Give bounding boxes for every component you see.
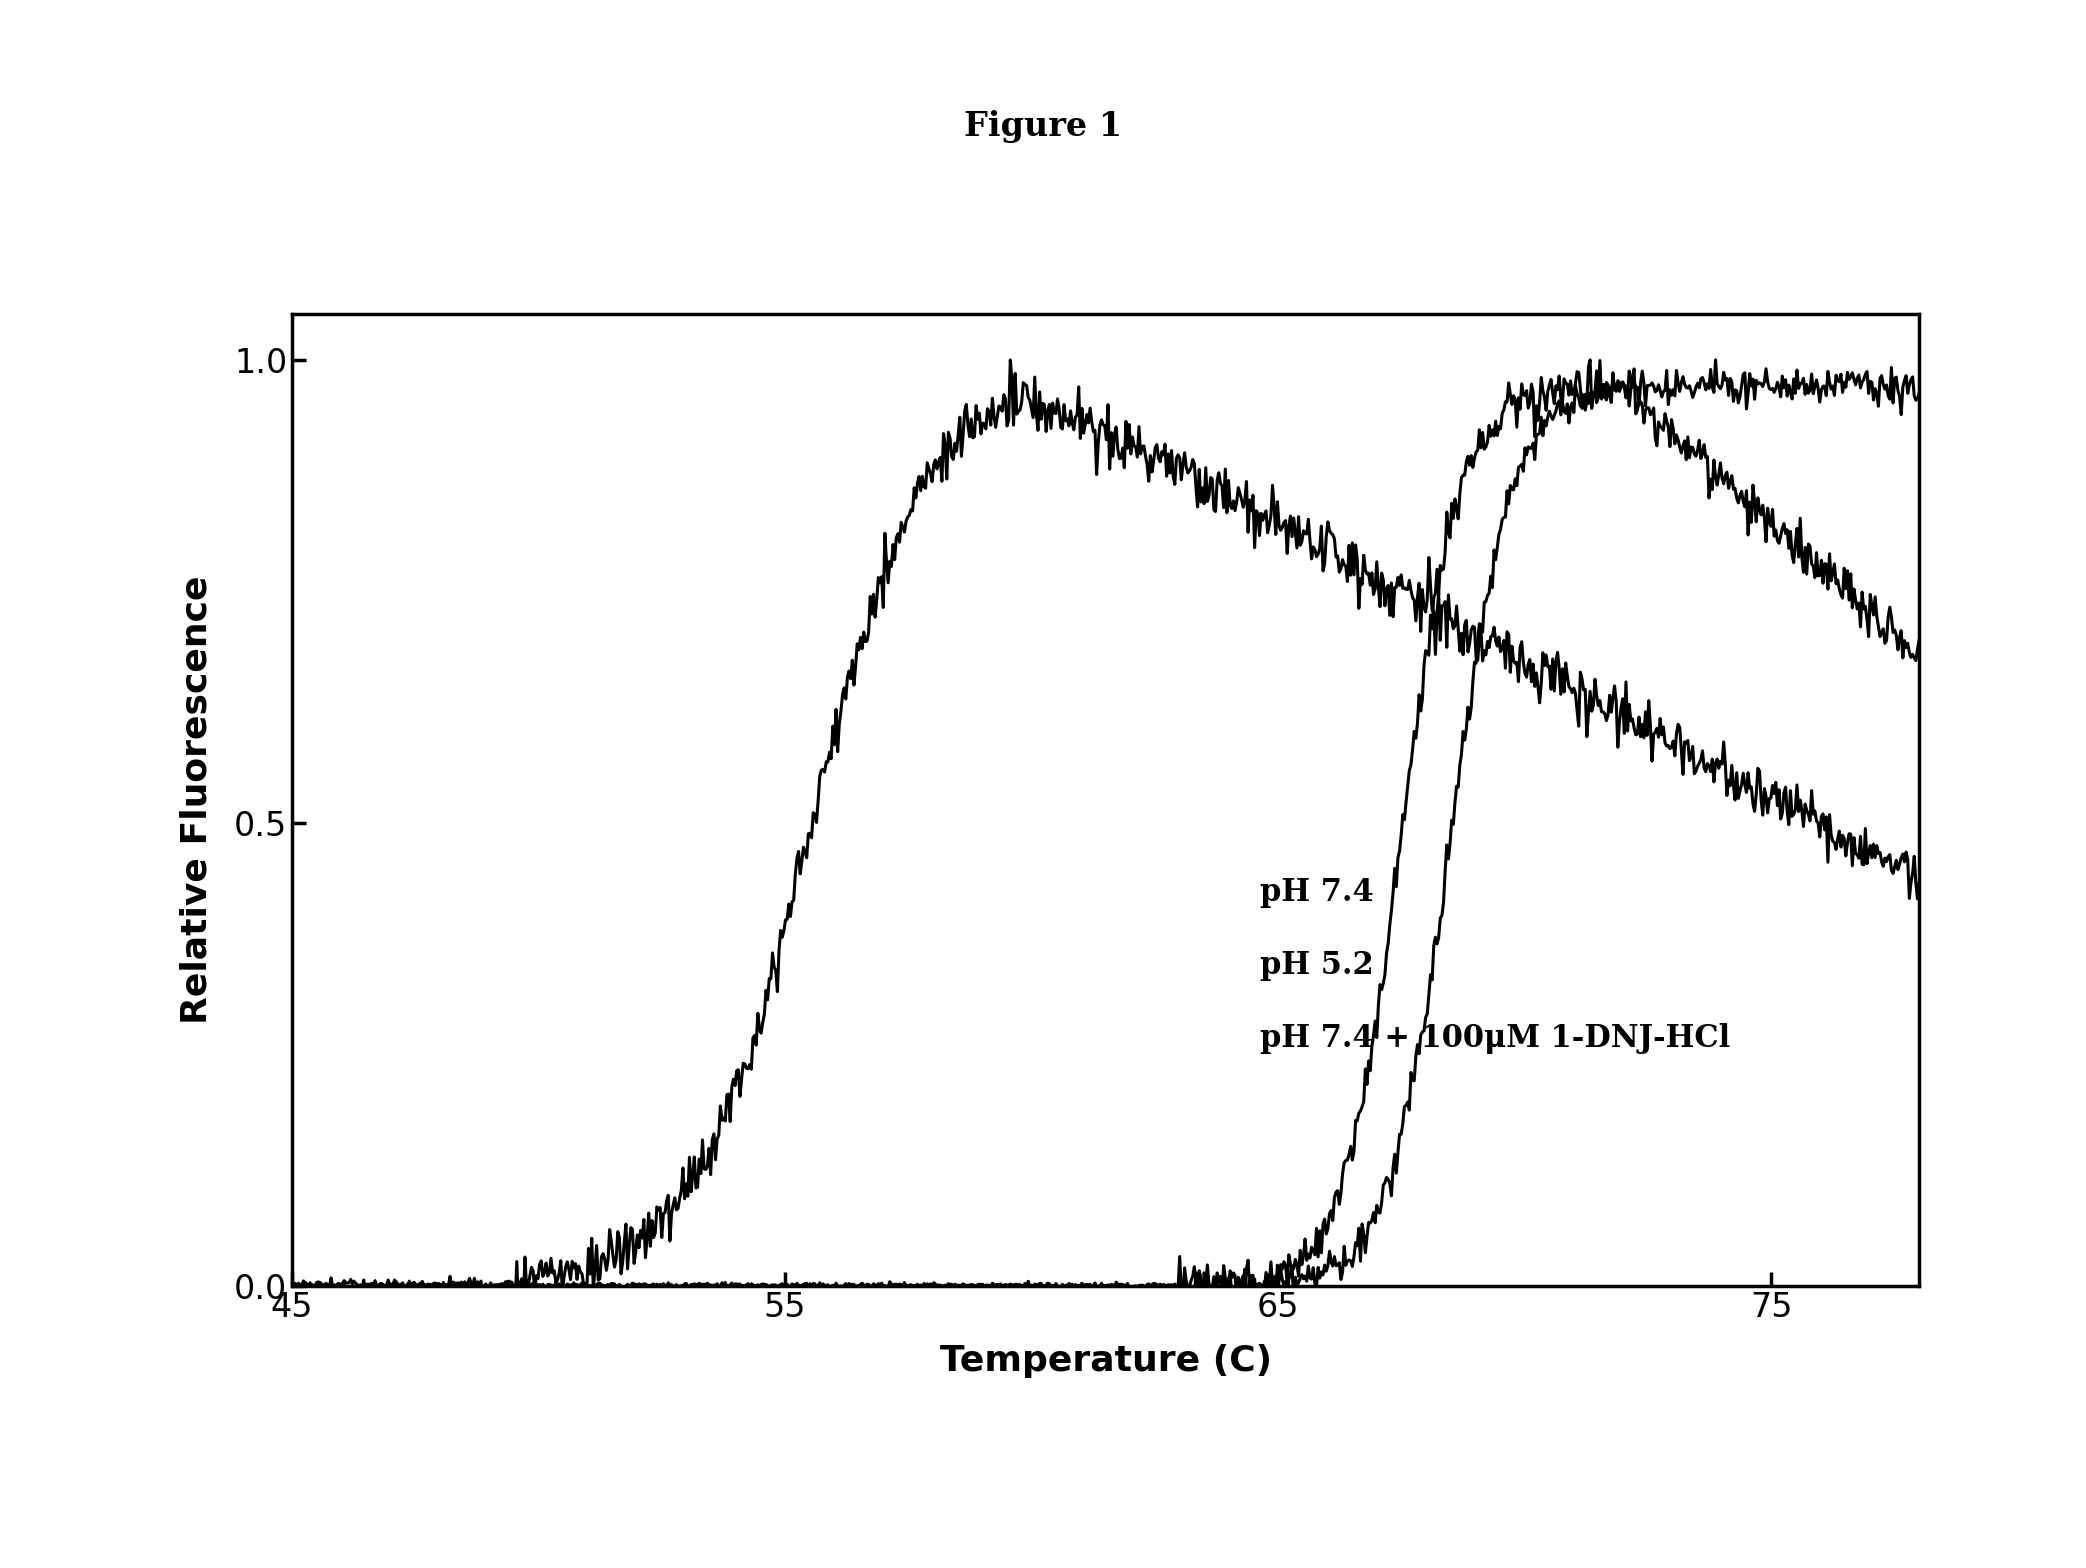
Text: pH 7.4: pH 7.4 bbox=[1260, 878, 1375, 908]
X-axis label: Temperature (C): Temperature (C) bbox=[939, 1344, 1272, 1378]
Y-axis label: Relative Fluorescence: Relative Fluorescence bbox=[179, 575, 213, 1024]
Text: pH 5.2: pH 5.2 bbox=[1260, 950, 1375, 982]
Text: Figure 1: Figure 1 bbox=[964, 110, 1122, 143]
Text: pH 7.4 + 100μM 1-DNJ-HCl: pH 7.4 + 100μM 1-DNJ-HCl bbox=[1260, 1024, 1729, 1054]
